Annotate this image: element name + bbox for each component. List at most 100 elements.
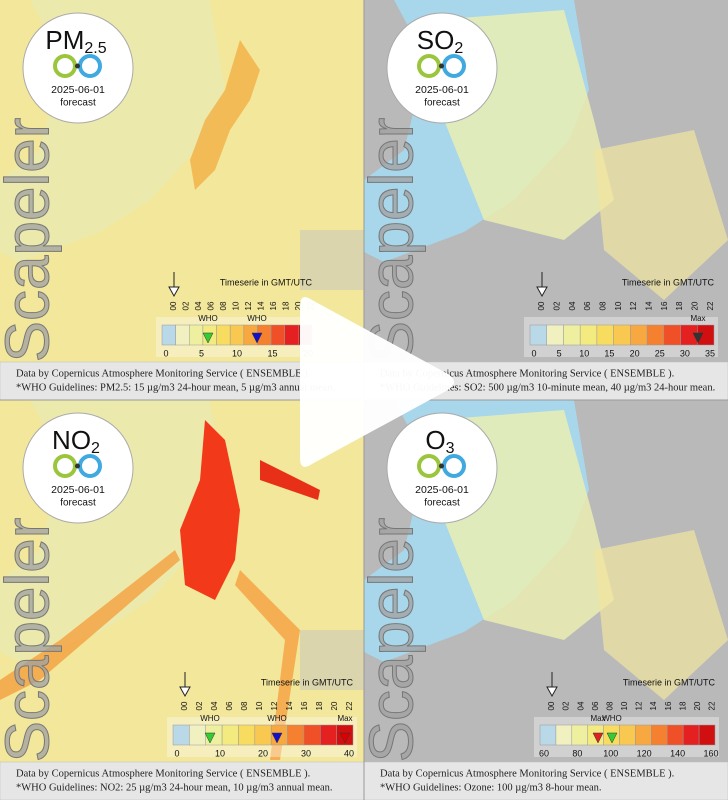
brand-watermark: Scapeler <box>357 118 426 363</box>
footer-line: Data by Copernicus Atmosphere Monitoring… <box>16 368 310 379</box>
scale-cell <box>563 324 581 346</box>
hour-label: 18 <box>675 301 684 310</box>
hour-label: 08 <box>598 301 607 310</box>
scale-cell <box>539 724 557 746</box>
scale-cell <box>229 324 245 346</box>
footer-line: *WHO Guidelines: SO2: 500 µg/m3 10-minut… <box>380 382 715 393</box>
pollutant-label: PM2.5 <box>45 25 106 57</box>
pollutant-subscript: 3 <box>446 440 455 457</box>
scale-cell <box>172 724 190 746</box>
map-panel: Scapeler O3 2025-06-01 forecast Timeserie in… <box>357 400 728 800</box>
forecast-date: 2025-06-01 <box>51 84 105 96</box>
hour-label: 18 <box>315 701 324 710</box>
hour-label: 20 <box>294 301 303 310</box>
pollutant-label: NO2 <box>52 425 100 457</box>
brand-watermark: Scapeler <box>0 518 62 763</box>
scale-cell <box>320 724 337 746</box>
scale-cell <box>238 724 256 746</box>
pollution-hotspot <box>190 40 260 190</box>
scale-cell <box>635 724 652 746</box>
scale-tick-label: 20 <box>630 348 640 358</box>
hour-label: 02 <box>182 301 191 310</box>
pollutant-name: SO <box>417 25 455 55</box>
hour-label: 10 <box>620 701 629 710</box>
brand-watermark: Scapeler <box>357 518 426 763</box>
hour-label: 14 <box>257 301 266 310</box>
timeserie-label: Timeserie in GMT/UTC <box>622 277 715 287</box>
guideline-marker <box>251 332 263 344</box>
hour-label: 10 <box>614 301 623 310</box>
forecast-mode: forecast <box>60 98 96 109</box>
hour-label: 14 <box>649 701 658 710</box>
pollution-plume <box>0 550 180 700</box>
hour-label: 20 <box>693 701 702 710</box>
time-cursor <box>168 286 180 298</box>
scale-tick-label: 5 <box>557 348 562 358</box>
scale-cell <box>284 324 299 346</box>
scale-tick-label: 30 <box>301 748 311 758</box>
hour-label: 06 <box>591 701 600 710</box>
footer-line: Data by Copernicus Atmosphere Monitoring… <box>16 768 310 779</box>
pollutant-label: SO2 <box>417 25 464 57</box>
scale-cell <box>651 724 668 746</box>
logo-dot <box>75 463 80 469</box>
scale-cell <box>698 724 716 746</box>
hour-label: 04 <box>568 301 577 310</box>
sea-tint <box>0 400 225 662</box>
hour-label: 16 <box>664 701 673 710</box>
scale-cell <box>682 724 700 746</box>
scale-cell <box>630 324 648 346</box>
hour-label: 12 <box>244 301 253 310</box>
guideline-marker <box>692 332 704 344</box>
scale-cell <box>529 324 547 346</box>
scale-cell <box>216 324 231 346</box>
pollutant-subscript: 2.5 <box>84 40 106 57</box>
hour-label: 02 <box>562 701 571 710</box>
land-edge <box>300 230 364 290</box>
logo-dot <box>75 63 80 69</box>
hour-label: 16 <box>660 301 669 310</box>
scale-cell <box>287 724 305 746</box>
guideline-label: WHO <box>247 314 267 323</box>
guideline-label: Max <box>590 714 605 723</box>
time-cursor <box>536 286 548 298</box>
scale-tick-label: 15 <box>267 348 277 358</box>
scale-tick-label: 40 <box>344 748 354 758</box>
hour-label: 20 <box>330 701 339 710</box>
hour-label: 12 <box>635 701 644 710</box>
hour-label: 14 <box>285 701 294 710</box>
forecast-mode: forecast <box>424 498 460 509</box>
guideline-marker <box>204 732 216 744</box>
pollution-plume <box>235 570 300 760</box>
scale-tick-label: 25 <box>655 348 665 358</box>
scale-tick-label: 60 <box>539 748 549 758</box>
pollutant-name: PM <box>45 25 84 55</box>
pollutant-name: NO <box>52 425 91 455</box>
map-panel: Scapeler PM2.5 2025-06-01 forecast Timeserie… <box>0 0 364 400</box>
hour-label: 06 <box>225 701 234 710</box>
hour-label: 22 <box>345 701 354 710</box>
forecast-date: 2025-06-01 <box>51 484 105 496</box>
scale-tick-label: 0 <box>163 348 168 358</box>
time-cursor <box>546 686 558 698</box>
hour-label: 00 <box>180 701 189 710</box>
scale-cell <box>667 724 684 746</box>
scale-cell <box>161 324 176 346</box>
pollutant-subscript: 2 <box>454 40 463 57</box>
scale-cell <box>254 724 272 746</box>
scale-tick-label: 15 <box>604 348 614 358</box>
guideline-label: Max <box>337 714 352 723</box>
hour-label: 02 <box>195 701 204 710</box>
hour-label: 14 <box>644 301 653 310</box>
scale-tick-label: 80 <box>572 748 582 758</box>
footer-line: Data by Copernicus Atmosphere Monitoring… <box>380 768 674 779</box>
play-button[interactable] <box>300 297 454 467</box>
scale-tick-label: 10 <box>579 348 589 358</box>
scale-tick-label: 0 <box>174 748 179 758</box>
hour-label: 16 <box>269 301 278 310</box>
hour-label: 08 <box>605 701 614 710</box>
hour-label: 12 <box>270 701 279 710</box>
scale-cell <box>555 724 573 746</box>
guideline-marker <box>592 732 604 744</box>
